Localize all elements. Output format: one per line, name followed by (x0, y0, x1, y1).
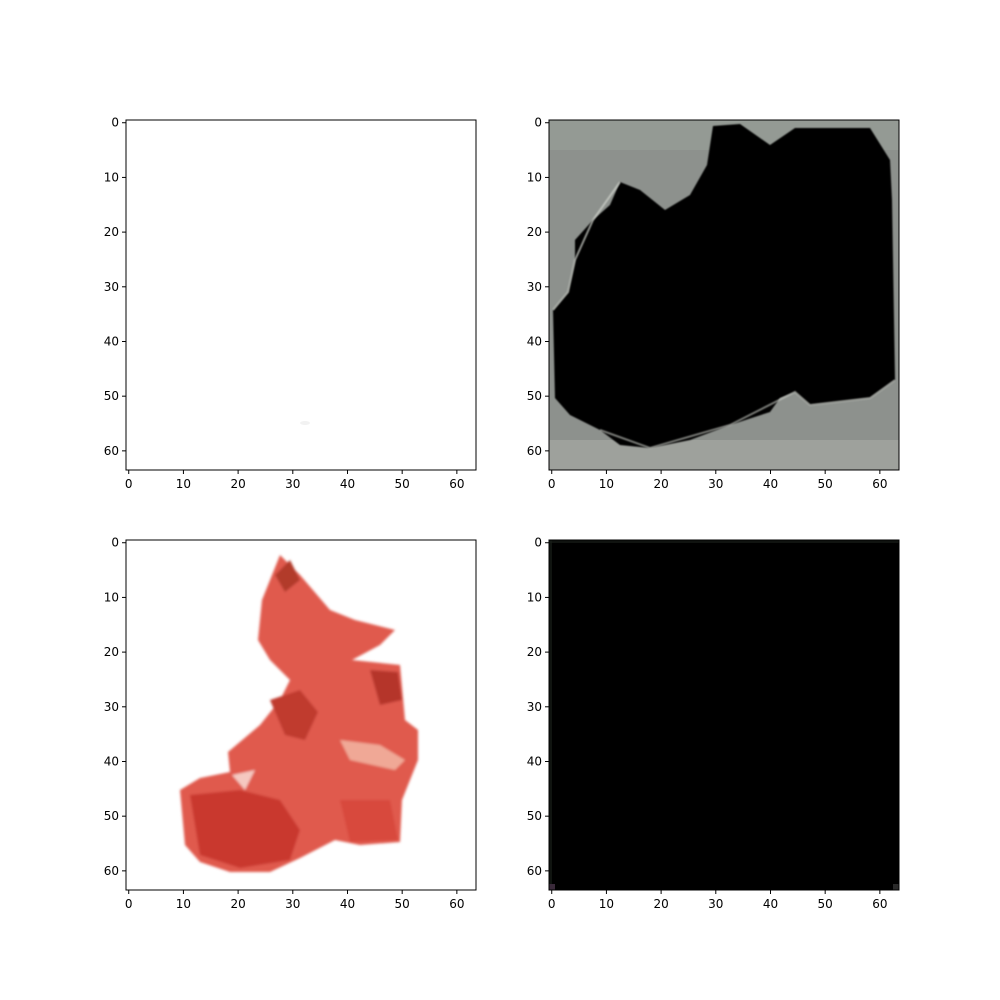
y-tick-label: 60 (104, 444, 119, 458)
y-ticks-top-right: 0 10 20 30 40 50 60 (527, 116, 549, 458)
x-tick-label: 30 (285, 477, 300, 491)
y-ticks-bottom-left: 0 10 20 30 40 50 60 (104, 536, 126, 878)
y-tick-label: 50 (104, 809, 119, 823)
x-tick-label: 0 (548, 897, 556, 911)
x-tick-label: 20 (230, 897, 245, 911)
axes-frame-bottom-right (548, 539, 900, 891)
x-tick-label: 20 (653, 897, 668, 911)
dark-blob (553, 124, 895, 448)
x-tick-label: 60 (872, 897, 887, 911)
y-tick-label: 20 (527, 225, 542, 239)
x-tick-label: 40 (340, 477, 355, 491)
panel-bottom-right: 0 10 20 30 40 50 60 0 10 20 30 40 50 60 (527, 536, 900, 911)
y-ticks-bottom-right: 0 10 20 30 40 50 60 (527, 536, 549, 878)
panel-bottom-left: 0 10 20 30 40 50 60 0 10 20 30 40 50 60 (104, 536, 477, 911)
x-tick-label: 50 (395, 897, 410, 911)
y-tick-label: 10 (527, 590, 542, 604)
x-tick-label: 0 (125, 897, 133, 911)
y-tick-label: 40 (527, 754, 542, 768)
y-tick-label: 30 (527, 700, 542, 714)
x-tick-label: 50 (818, 897, 833, 911)
x-ticks-bottom-right: 0 10 20 30 40 50 60 (548, 890, 888, 911)
x-tick-label: 10 (176, 477, 191, 491)
x-tick-label: 0 (548, 477, 556, 491)
x-tick-label: 0 (125, 477, 133, 491)
y-tick-label: 10 (104, 590, 119, 604)
x-tick-label: 60 (449, 477, 464, 491)
axes-frame-top-left (125, 119, 477, 471)
y-tick-label: 40 (104, 754, 119, 768)
x-tick-label: 50 (818, 477, 833, 491)
x-tick-label: 40 (763, 477, 778, 491)
faint-speck (300, 421, 310, 425)
y-tick-label: 0 (534, 116, 542, 130)
y-tick-label: 10 (527, 170, 542, 184)
y-tick-label: 0 (534, 536, 542, 550)
image-bottom-right (549, 540, 899, 890)
x-tick-label: 40 (763, 897, 778, 911)
image-top-left (126, 120, 476, 470)
x-tick-label: 40 (340, 897, 355, 911)
y-tick-label: 40 (527, 334, 542, 348)
y-tick-label: 30 (527, 280, 542, 294)
x-tick-label: 30 (285, 897, 300, 911)
x-ticks-bottom-left: 0 10 20 30 40 50 60 (125, 890, 465, 911)
y-tick-label: 60 (527, 444, 542, 458)
x-tick-label: 10 (176, 897, 191, 911)
y-tick-label: 40 (104, 334, 119, 348)
panel-top-left: 0 10 20 30 40 50 60 0 10 20 30 40 50 60 (104, 116, 477, 491)
y-tick-label: 50 (527, 809, 542, 823)
y-tick-label: 20 (104, 225, 119, 239)
image-bottom-left (126, 540, 476, 890)
x-ticks-top-right: 0 10 20 30 40 50 60 (548, 470, 888, 491)
y-tick-label: 50 (527, 389, 542, 403)
x-tick-label: 60 (449, 897, 464, 911)
x-tick-label: 30 (708, 477, 723, 491)
axes-frame-bottom-left (125, 539, 477, 891)
x-tick-label: 60 (872, 477, 887, 491)
y-tick-label: 60 (527, 864, 542, 878)
y-tick-label: 20 (104, 645, 119, 659)
x-tick-label: 10 (599, 477, 614, 491)
y-tick-label: 20 (527, 645, 542, 659)
x-tick-label: 20 (653, 477, 668, 491)
panel-top-right: 0 10 20 30 40 50 60 0 10 20 30 40 50 60 (527, 116, 900, 491)
y-tick-label: 0 (111, 116, 119, 130)
x-ticks-top-left: 0 10 20 30 40 50 60 (125, 470, 465, 491)
y-tick-label: 30 (104, 700, 119, 714)
y-tick-label: 30 (104, 280, 119, 294)
x-tick-label: 10 (599, 897, 614, 911)
y-ticks-top-left: 0 10 20 30 40 50 60 (104, 116, 126, 458)
y-tick-label: 50 (104, 389, 119, 403)
x-tick-label: 20 (230, 477, 245, 491)
y-tick-label: 0 (111, 536, 119, 550)
image-top-right (549, 120, 899, 470)
x-tick-label: 30 (708, 897, 723, 911)
x-tick-label: 50 (395, 477, 410, 491)
y-tick-label: 60 (104, 864, 119, 878)
y-tick-label: 10 (104, 170, 119, 184)
axes-frame-top-right (548, 119, 900, 471)
